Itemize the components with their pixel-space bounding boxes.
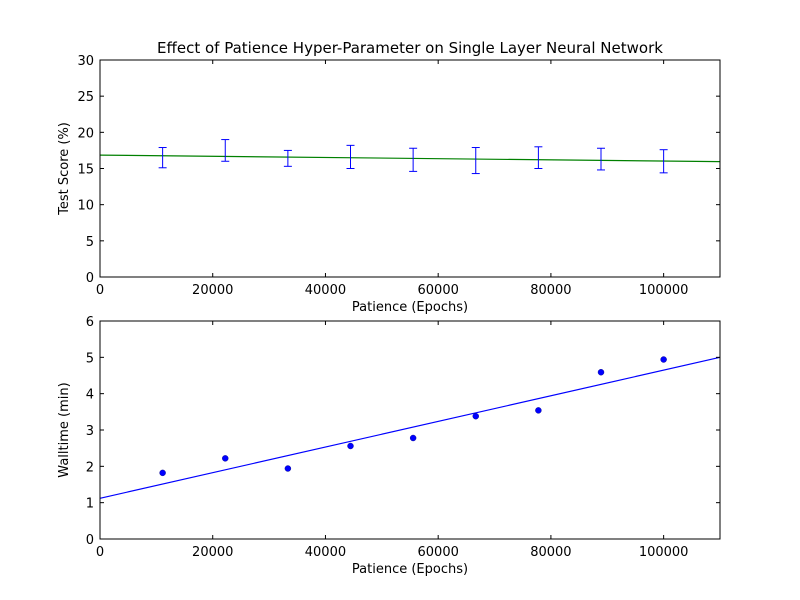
panel1-ytick-label: 10 <box>77 199 94 214</box>
panel2-y-axis-label: Walltime (min) <box>57 382 72 477</box>
panel1-ytick-label: 20 <box>77 126 94 141</box>
panel1-xtick-label: 80000 <box>530 283 571 298</box>
panel2-point-3 <box>284 465 292 472</box>
panel1-xtick-label: 40000 <box>305 283 346 298</box>
panel1-ytick-label: 0 <box>86 271 94 286</box>
panel2-fit-line <box>99 356 721 499</box>
panel1-title: Effect of Patience Hyper-Parameter on Si… <box>157 39 663 57</box>
panel1-y-axis-label: Test Score (%) <box>57 122 72 216</box>
panel2-ytick-label: 6 <box>86 315 94 330</box>
panel2-point-9 <box>660 356 667 363</box>
panel2-point-4 <box>347 442 354 450</box>
panel1-xtick-label: 0 <box>96 283 104 298</box>
panel1-ytick-label: 15 <box>77 163 94 178</box>
panel2-point-2 <box>222 455 229 462</box>
panel1-fit-line <box>99 154 721 163</box>
panel2-ytick-label: 3 <box>86 424 94 439</box>
panel1-x-axis-label: Patience (Epochs) <box>352 300 468 315</box>
panel2-xtick-label: 40000 <box>305 545 346 560</box>
panel2-ytick-label: 5 <box>86 351 94 366</box>
panel1-xtick-label: 100000 <box>639 283 689 298</box>
panel1-ytick-label: 5 <box>86 235 94 250</box>
panel2-xtick-label: 100000 <box>639 545 689 560</box>
panel2-xtick-label: 60000 <box>418 545 459 560</box>
panel2-xtick-label: 80000 <box>530 545 571 560</box>
panel1-ytick-label: 25 <box>77 90 94 105</box>
panel2-xtick-label: 0 <box>96 545 104 560</box>
panel2-point-8 <box>597 369 605 376</box>
panel2-x-axis-label: Patience (Epochs) <box>352 562 468 577</box>
panel2-point-6 <box>472 412 479 420</box>
panel1-xtick-label: 20000 <box>192 283 233 298</box>
panel2-ytick-label: 4 <box>86 388 94 403</box>
panel1-ytick-label: 30 <box>77 54 94 69</box>
panel2-ytick-label: 2 <box>86 460 94 475</box>
panel2-ytick-label: 1 <box>86 497 94 512</box>
panel1-xtick-label: 60000 <box>418 283 459 298</box>
panel2-point-7 <box>535 407 542 414</box>
panel2-point-5 <box>409 434 417 442</box>
panel2-point-1 <box>159 469 166 477</box>
panel2-xtick-label: 20000 <box>192 545 233 560</box>
panel2-ytick-label: 0 <box>86 533 94 548</box>
